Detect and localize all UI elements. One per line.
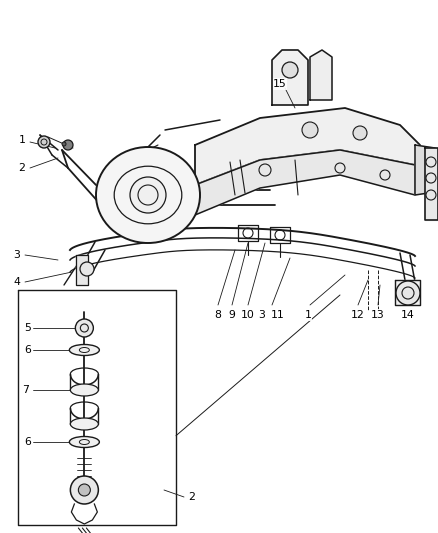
Text: 5: 5 (25, 323, 32, 333)
Polygon shape (310, 50, 332, 100)
Ellipse shape (71, 384, 99, 396)
Text: 2: 2 (189, 492, 195, 502)
Polygon shape (415, 145, 435, 195)
Text: 3: 3 (14, 250, 21, 260)
Text: 15: 15 (273, 79, 287, 89)
Ellipse shape (96, 147, 200, 243)
Text: 3: 3 (258, 310, 265, 320)
Text: 8: 8 (215, 310, 222, 320)
Circle shape (302, 122, 318, 138)
Text: 7: 7 (23, 385, 29, 395)
Circle shape (62, 142, 66, 146)
Circle shape (353, 126, 367, 140)
Circle shape (396, 281, 420, 305)
Polygon shape (425, 148, 438, 220)
Text: 6: 6 (25, 345, 32, 355)
Circle shape (63, 140, 73, 150)
Circle shape (282, 62, 298, 78)
Text: 10: 10 (241, 310, 255, 320)
Ellipse shape (71, 418, 99, 430)
Text: 12: 12 (351, 310, 365, 320)
Ellipse shape (69, 344, 99, 356)
Text: 4: 4 (14, 277, 21, 287)
Circle shape (38, 136, 50, 148)
Text: 2: 2 (18, 163, 25, 173)
Polygon shape (76, 255, 88, 285)
Polygon shape (395, 280, 420, 305)
Circle shape (71, 476, 99, 504)
Polygon shape (195, 108, 420, 185)
Circle shape (75, 319, 93, 337)
Polygon shape (272, 50, 308, 105)
Ellipse shape (69, 437, 99, 448)
Text: 9: 9 (229, 310, 236, 320)
Circle shape (78, 484, 90, 496)
Circle shape (80, 262, 94, 276)
Text: 14: 14 (401, 310, 415, 320)
Circle shape (130, 177, 166, 213)
Text: 11: 11 (271, 310, 285, 320)
Text: 1: 1 (304, 310, 311, 320)
Text: 13: 13 (371, 310, 385, 320)
Text: 6: 6 (25, 437, 32, 447)
Polygon shape (195, 150, 415, 215)
Text: 1: 1 (18, 135, 25, 145)
